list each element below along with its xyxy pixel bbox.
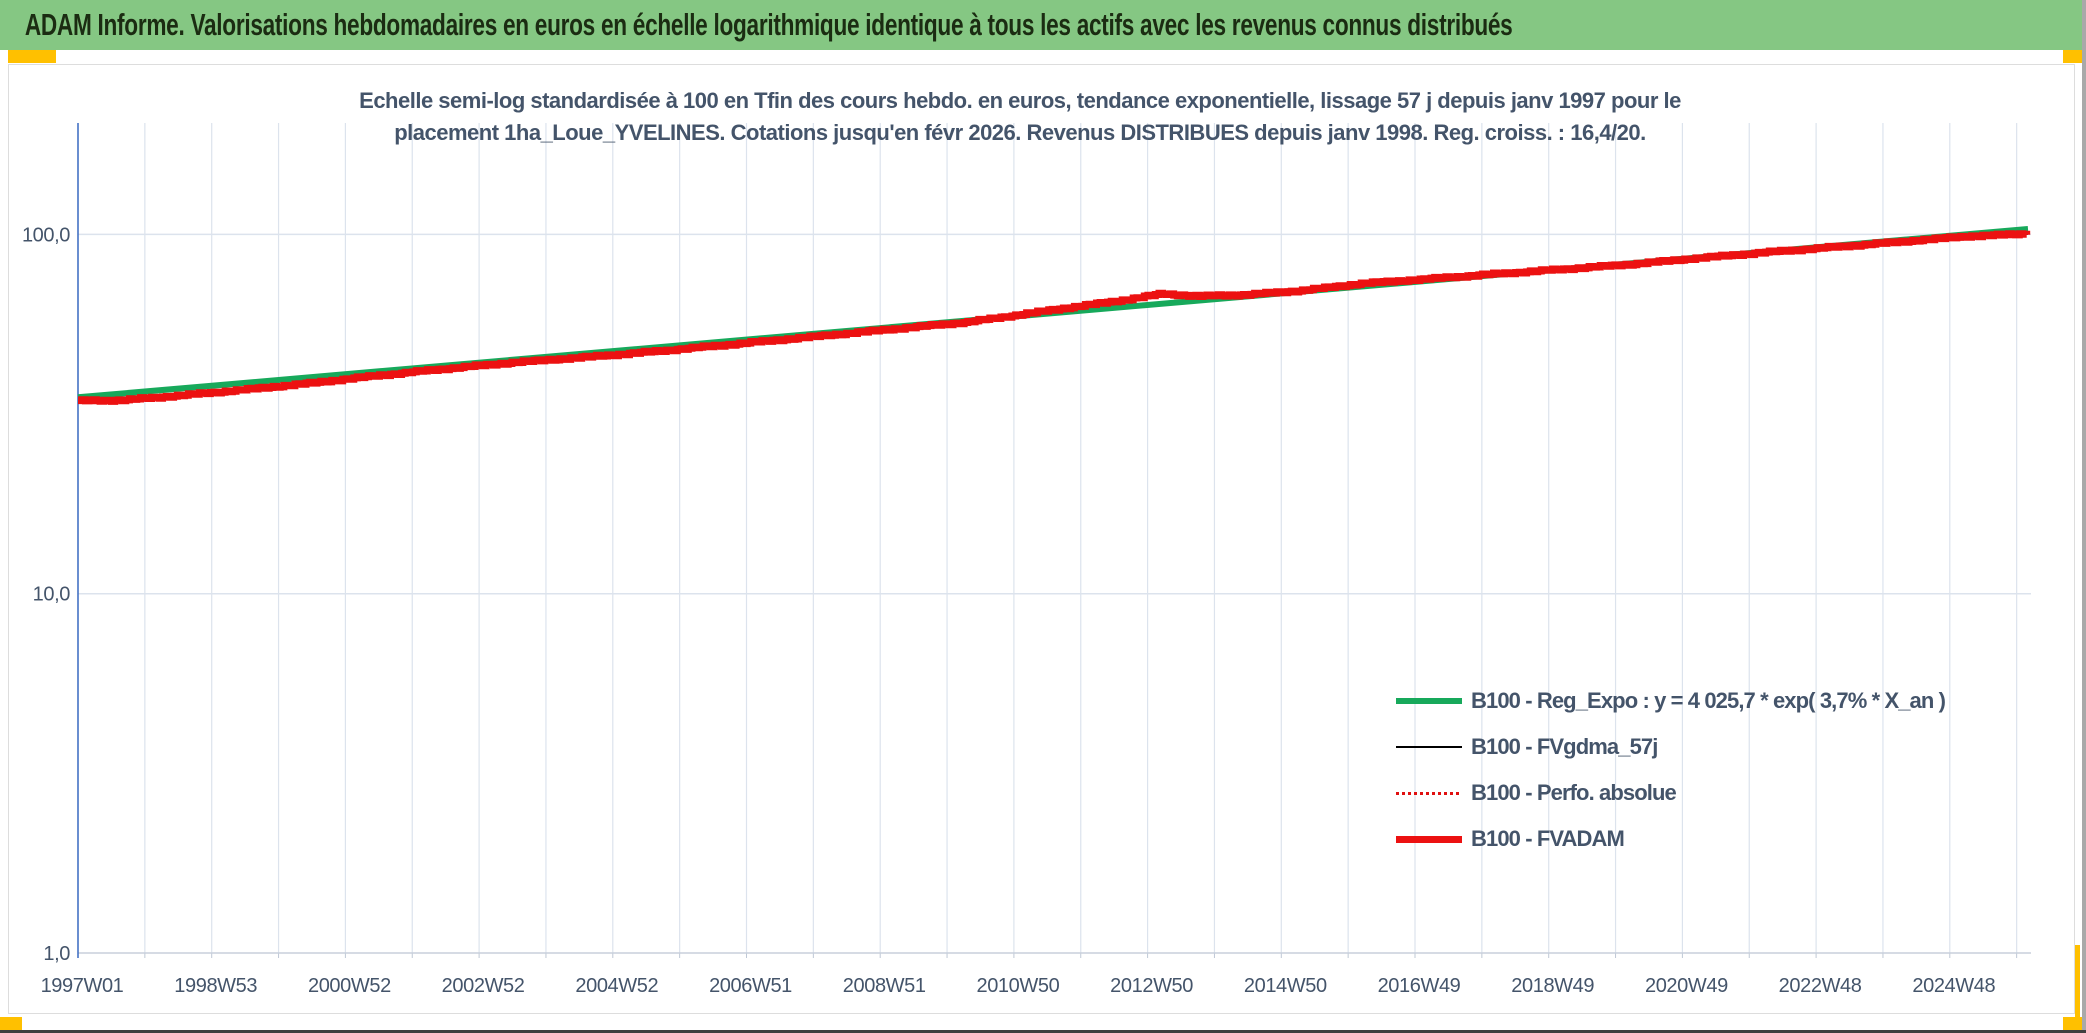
y-axis-label: 1,0 (43, 943, 70, 965)
legend-label: B100 - Perfo. absolue (1471, 780, 1677, 805)
x-axis-label: 2014W50 (1244, 975, 1327, 997)
legend-swatch-icon (1396, 791, 1462, 795)
x-axis-label: 2002W52 (442, 975, 525, 997)
legend-item: B100 - FVADAM (1396, 816, 1945, 862)
corner-marker-top-right (2063, 50, 2082, 63)
x-axis-label: 1998W53 (174, 975, 257, 997)
chart-title: Echelle semi-log standardisée à 100 en T… (9, 85, 2031, 149)
legend-label: B100 - FVgdma_57j (1471, 734, 1658, 759)
x-axis-label: 2018W49 (1511, 975, 1594, 997)
banner-title: ADAM Informe. Valorisations hebdomadaire… (24, 7, 1513, 42)
corner-marker-bottom-left (0, 1017, 22, 1031)
legend-swatch-icon (1396, 745, 1462, 749)
x-axis-label: 1997W01 (41, 975, 124, 997)
chart-title-line2: placement 1ha_Loue_YVELINES. Cotations j… (394, 120, 1646, 145)
legend-label: B100 - FVADAM (1471, 826, 1625, 851)
legend-label: B100 - Reg_Expo : y = 4 025,7 * exp( 3,7… (1471, 688, 1946, 713)
x-axis-label: 2022W48 (1779, 975, 1862, 997)
x-axis-label: 2010W50 (976, 975, 1059, 997)
x-axis-label: 2016W49 (1378, 975, 1461, 997)
legend-item: B100 - Perfo. absolue (1396, 770, 1945, 816)
legend-swatch-icon (1396, 698, 1462, 704)
chart-plot: 100,0 10,0 1,0 1997W01 1998W53 2000W52 2002W52… (22, 123, 2031, 997)
x-axis-label: 2012W50 (1110, 975, 1193, 997)
window-bottom-edge (0, 1030, 2086, 1033)
x-axis-label: 2000W52 (308, 975, 391, 997)
chart-title-line1: Echelle semi-log standardisée à 100 en T… (359, 88, 1681, 113)
x-axis-label: 2006W51 (709, 975, 792, 997)
legend-item: B100 - FVgdma_57j (1396, 724, 1945, 770)
x-axis-label: 2004W52 (575, 975, 658, 997)
chart-legend: B100 - Reg_Expo : y = 4 025,7 * exp( 3,7… (1396, 678, 1946, 862)
legend-swatch-icon (1396, 835, 1462, 843)
corner-marker-top-left (8, 50, 56, 63)
x-axis-label: 2024W48 (1912, 975, 1995, 997)
x-axis-label: 2020W49 (1645, 975, 1728, 997)
right-edge-marker-strip (2075, 945, 2080, 1033)
series-line-fvadam (78, 230, 2031, 405)
legend-item: B100 - Reg_Expo : y = 4 025,7 * exp( 3,7… (1396, 678, 1946, 724)
banner: ADAM Informe. Valorisations hebdomadaire… (0, 0, 2086, 50)
x-axis-label: 2008W51 (843, 975, 926, 997)
corner-marker-bottom-right (2063, 1017, 2086, 1032)
chart-area: 100,0 10,0 1,0 1997W01 1998W53 2000W52 2002W52… (8, 64, 2075, 1014)
y-axis-label: 10,0 (33, 584, 71, 606)
y-axis-label: 100,0 (22, 224, 70, 246)
window-right-edge (2082, 0, 2086, 1033)
